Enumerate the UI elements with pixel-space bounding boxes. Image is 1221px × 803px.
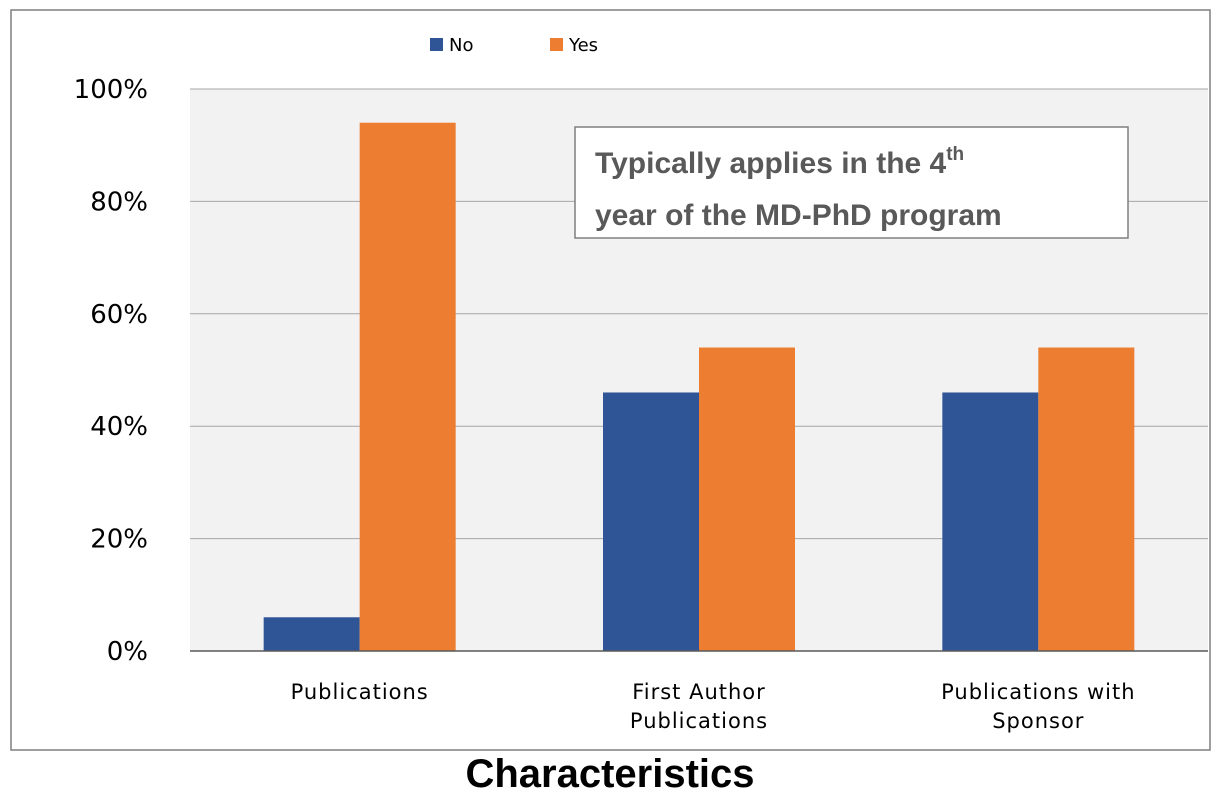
bar-no	[603, 392, 699, 651]
legend: No Yes	[430, 35, 598, 56]
bar-yes	[1038, 347, 1135, 651]
legend-label: Yes	[568, 35, 598, 56]
legend-item: No	[430, 35, 473, 56]
x-tick-label: Publications	[291, 680, 429, 704]
y-tick-label: 20%	[90, 525, 148, 555]
annotation-line-2: year of the MD-PhD program	[595, 199, 1002, 232]
legend-label: No	[449, 35, 473, 56]
legend-item: Yes	[550, 35, 598, 56]
y-tick-label: 100%	[74, 75, 148, 105]
y-axis-tick-labels: 0% 20% 40% 60% 80% 100%	[74, 75, 148, 667]
annotation-box: Typically applies in the 4th year of the…	[574, 126, 1129, 239]
bars	[263, 122, 1135, 652]
bar-no	[942, 392, 1039, 651]
x-axis-title: Characteristics	[465, 752, 754, 796]
bar-yes	[359, 122, 456, 652]
x-tick-label: Publications with	[941, 680, 1135, 704]
y-tick-label: 80%	[90, 187, 148, 217]
chart-frame	[10, 9, 1211, 751]
annotation-border	[574, 126, 1129, 239]
x-tick-label: Publications	[630, 709, 768, 733]
annotation-line-1: Typically applies in the 4th	[595, 144, 964, 180]
x-tick-label: First Author	[632, 680, 766, 704]
y-tick-label: 0%	[107, 637, 148, 667]
legend-swatch	[550, 38, 563, 51]
x-axis-category-labels: Publications First Author Publications Publ…	[291, 680, 1135, 733]
bar-yes	[699, 347, 795, 651]
y-tick-label: 40%	[90, 412, 148, 442]
bar-no	[263, 617, 360, 651]
x-tick-label: Sponsor	[992, 709, 1084, 733]
y-tick-label: 60%	[90, 300, 148, 330]
legend-swatch	[430, 38, 443, 51]
